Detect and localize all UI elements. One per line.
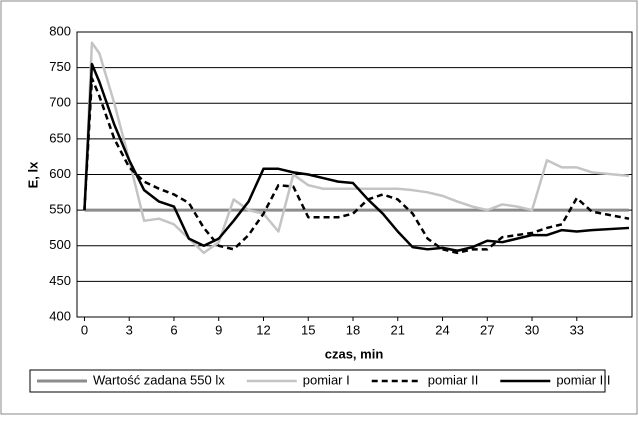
legend-label: Wartość zadana 550 lx [93, 372, 225, 387]
series-line [83, 41, 630, 255]
x-tick-label: 15 [301, 322, 315, 337]
series-line [83, 77, 630, 255]
y-tick-label: 800 [49, 23, 71, 38]
x-tick-label: 9 [215, 322, 222, 337]
y-tick-label: 550 [49, 202, 71, 217]
legend-label: pomiar I [303, 372, 350, 387]
x-tick-label: 12 [256, 322, 270, 337]
x-tick-label: 24 [435, 322, 449, 337]
y-tick-label: 450 [49, 273, 71, 288]
y-tick-label: 400 [49, 308, 71, 323]
y-tick-label: 650 [49, 130, 71, 145]
legend-box [29, 369, 606, 393]
y-tick-label: 600 [49, 166, 71, 181]
x-tick-label: 18 [346, 322, 360, 337]
series-line [83, 62, 630, 252]
legend-label: pomiar III [556, 372, 610, 387]
x-tick-label: 0 [81, 322, 88, 337]
y-tick-label: 700 [49, 95, 71, 110]
plot-area [76, 31, 633, 318]
x-tick-label: 27 [480, 322, 494, 337]
x-axis-label: czas, min [325, 346, 384, 361]
y-tick-label: 500 [49, 237, 71, 252]
x-tick-label: 21 [391, 322, 405, 337]
x-tick-label: 6 [170, 322, 177, 337]
x-tick-label: 3 [126, 322, 133, 337]
y-tick-label: 750 [49, 59, 71, 74]
x-tick-label: 33 [570, 322, 584, 337]
x-tick-label: 30 [525, 322, 539, 337]
y-axis-label: E, lx [25, 161, 40, 189]
legend-label: pomiar II [428, 372, 479, 387]
